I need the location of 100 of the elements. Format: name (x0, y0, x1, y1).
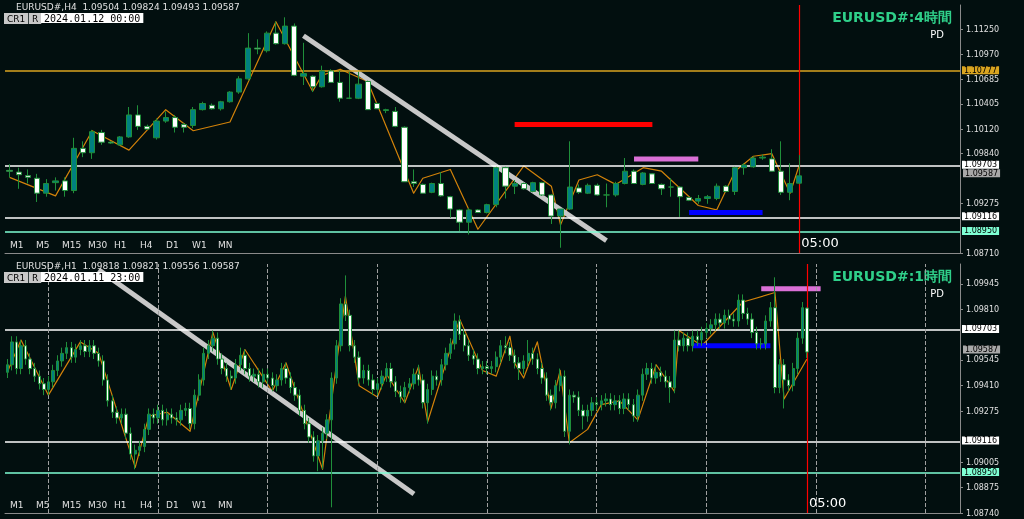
candlestick (328, 68, 334, 83)
candlestick (622, 157, 628, 185)
candlestick (613, 394, 617, 411)
candlestick (34, 173, 40, 203)
candlestick (512, 179, 518, 195)
candlestick (475, 208, 481, 214)
annotation: CR1 (7, 272, 26, 283)
annotation: M5 (36, 239, 50, 250)
text: PD (930, 28, 945, 40)
chart-title: EURUSD#:4時間 (832, 9, 952, 25)
candlestick (254, 38, 261, 55)
candlestick (530, 181, 536, 193)
candlestick (181, 122, 187, 134)
annotation: H1 (114, 239, 127, 250)
candlestick (631, 168, 637, 185)
candlestick (392, 106, 398, 128)
candlestick (412, 368, 416, 390)
y-tick-label: 1.09545 (966, 355, 1000, 365)
annotation: D1 (166, 499, 179, 510)
annotation: M15 (62, 239, 82, 250)
candlestick (411, 168, 417, 188)
candlestick (83, 339, 87, 358)
annotation: M30 (88, 499, 108, 510)
candlestick (594, 183, 600, 197)
candlestick (62, 176, 68, 198)
annotation: H1 (114, 499, 127, 510)
candlestick (787, 162, 793, 201)
candlestick (466, 207, 472, 236)
candlestick (695, 194, 701, 205)
annotation: M15 (62, 499, 82, 510)
candlestick (563, 369, 566, 438)
candlestick (484, 203, 490, 214)
candlestick (759, 154, 766, 161)
candlestick (346, 71, 352, 100)
candlestick (374, 102, 380, 110)
candlestick (604, 392, 608, 408)
candlestick (429, 182, 435, 194)
candlestick (80, 140, 86, 158)
annotation: H4 (140, 499, 153, 510)
candlestick (199, 101, 206, 112)
annotation: CR1 (7, 13, 26, 24)
candlestick (728, 309, 731, 326)
candlestick (365, 80, 371, 111)
ref-line-label: 1.09116 (964, 436, 998, 446)
annotation: R (32, 272, 39, 283)
candlestick (172, 114, 178, 134)
candlestick (70, 341, 73, 364)
candlestick (71, 137, 77, 194)
candlestick (98, 129, 105, 146)
candlestick (539, 181, 545, 197)
candlestick (493, 166, 499, 208)
candlestick (355, 71, 362, 100)
candlestick (310, 74, 316, 93)
annotation: D1 (166, 239, 179, 250)
y-tick-label: 1.09410 (966, 381, 1000, 391)
candlestick (485, 360, 489, 375)
candlestick (337, 70, 343, 103)
annotation: MN (218, 239, 233, 250)
candlestick (527, 339, 530, 368)
candlestick (74, 343, 77, 364)
candlestick (686, 196, 692, 202)
ref-line-label: 1.09116 (964, 211, 998, 221)
candlestick (273, 21, 279, 46)
candlestick (190, 106, 196, 129)
ref-line-label: 1.08950 (964, 467, 998, 477)
candlestick (282, 16, 288, 46)
candlestick (732, 312, 735, 328)
candlestick (700, 326, 703, 347)
annotation: 2024.01.12 00:00 (44, 12, 141, 24)
annotation: M1 (10, 499, 24, 510)
y-tick-label: 1.08875 (966, 482, 1000, 492)
candlestick (585, 183, 591, 195)
line-series (8, 21, 800, 230)
candlestick (135, 104, 141, 131)
candlestick (649, 172, 655, 185)
candlestick (153, 117, 160, 141)
candlestick (163, 110, 169, 124)
candlestick (476, 352, 480, 375)
ref-line-label: 1.10777 (964, 65, 998, 75)
candlestick (43, 178, 49, 198)
candlestick (227, 90, 233, 104)
annotation: 2024.01.11 23:00 (44, 271, 141, 283)
candlestick (399, 385, 402, 404)
candlestick (383, 108, 389, 114)
candlestick (264, 30, 270, 53)
y-tick-label: 1.08740 (966, 508, 1000, 518)
ref-line-label: 1.09703 (964, 160, 998, 170)
candlestick (319, 65, 325, 89)
candlestick (300, 42, 307, 86)
y-tick-label: 1.08710 (966, 248, 1000, 258)
candlestick (613, 181, 619, 198)
text: 1.09587 (965, 168, 999, 178)
candlestick (262, 368, 265, 389)
candlestick (796, 154, 802, 185)
candlestick (291, 22, 297, 77)
candlestick (732, 166, 738, 196)
annotation: EURUSD#,H4 1.09504 1.09824 1.09493 1.09587 (16, 1, 240, 12)
candlestick (704, 194, 711, 205)
annotation: 05:00 (801, 235, 839, 250)
candlestick (19, 339, 23, 375)
